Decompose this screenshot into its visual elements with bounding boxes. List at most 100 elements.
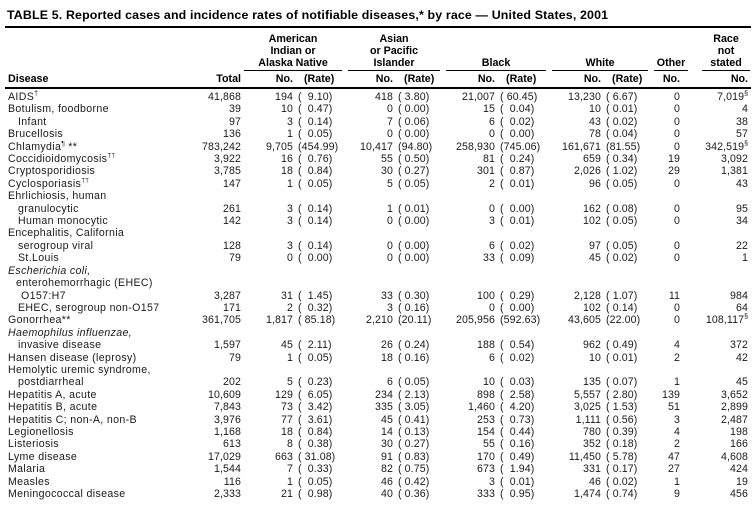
- column-header-black-rate: (Rate): [495, 71, 550, 89]
- api-rate-cell: ( 0.50): [398, 153, 430, 166]
- api-rate-cell: [393, 265, 443, 277]
- spacer-total: [185, 31, 241, 71]
- disease-cell: Hepatitis B, acute: [5, 401, 185, 413]
- total-cell: 39: [229, 103, 241, 116]
- black-rate-cell: ( 0.95): [500, 488, 535, 500]
- aian-rate-cell: ( 0.14): [298, 115, 333, 128]
- api-no-cell: 0: [387, 252, 394, 265]
- white-rate-cell: ( 0.18): [606, 438, 638, 451]
- race-not-stated-no-cell: 1: [742, 252, 749, 265]
- other-no-cell: 3: [674, 413, 681, 426]
- other-no-cell: 0: [674, 128, 681, 141]
- white-rate-cell: ( 0.08): [606, 202, 638, 215]
- total-cell: 1,597: [213, 339, 241, 352]
- table-row: enterohemorrhagic (EHEC): [5, 277, 751, 289]
- api-no-cell: 82: [381, 463, 394, 476]
- api-no-cell: [345, 327, 393, 339]
- black-no-cell: [443, 190, 495, 202]
- total-cell: 3,976: [213, 413, 241, 426]
- race-not-stated-no-cell: [689, 227, 751, 239]
- total-cell: [185, 265, 241, 277]
- aian-no-cell: [241, 364, 293, 376]
- column-header-api-no: No.: [345, 71, 394, 89]
- api-no-cell: 40: [381, 488, 394, 500]
- aian-rate-cell: ( 3.42): [298, 401, 333, 414]
- white-rate-cell: ( 6.67): [606, 91, 638, 103]
- white-no-cell: 11,450: [568, 450, 602, 463]
- total-cell: 3,785: [213, 165, 241, 178]
- disease-cell: Legionellosis: [5, 426, 185, 438]
- aian-rate-cell: ( 0.76): [298, 153, 333, 166]
- other-no-cell: 29: [668, 165, 681, 178]
- other-no-cell: 0: [674, 115, 681, 128]
- disease-label: granulocytic: [18, 202, 79, 215]
- table-row: invasive disease 1,597 45 ( 2.11) 26 ( 0…: [5, 339, 751, 351]
- race-not-stated-no-cell: 166: [730, 438, 749, 451]
- api-no-cell: 6: [387, 376, 394, 389]
- aian-rate-cell: ( 0.32): [298, 301, 333, 314]
- black-rate-cell: ( 0.01): [500, 215, 535, 228]
- white-no-cell: [549, 327, 601, 339]
- disease-cell: enterohemorrhagic (EHEC): [5, 277, 185, 289]
- black-rate-cell: [495, 190, 549, 202]
- black-no-cell: 253: [477, 413, 496, 426]
- black-rate-cell: ( 0.00): [500, 202, 535, 215]
- black-rate-cell: [495, 364, 549, 376]
- total-cell: 79: [229, 351, 241, 364]
- column-header-race-not-stated-no: No.: [689, 71, 752, 89]
- api-rate-cell: ( 0.27): [398, 438, 430, 451]
- table-body: AIDS† 41,868 194 ( 9.10) 418 ( 3.80) 21,…: [5, 88, 751, 500]
- other-no-cell: 0: [674, 140, 681, 153]
- black-rate-cell: (745.06): [500, 140, 541, 153]
- white-no-cell: 1,111: [575, 413, 602, 426]
- table-row: EHEC, serogroup non-O157 171 2 ( 0.32) 3…: [5, 302, 751, 314]
- api-no-cell: 45: [381, 413, 394, 426]
- black-rate-cell: ( 0.00): [500, 128, 535, 141]
- white-rate-cell: ( 0.17): [606, 463, 638, 476]
- column-header-white-rate: (Rate): [601, 71, 652, 89]
- aian-no-cell: 10: [281, 103, 293, 116]
- disease-label: Malaria: [8, 463, 46, 476]
- disease-cell: AIDS†: [5, 88, 185, 103]
- white-no-cell: 161,671: [562, 140, 602, 153]
- total-cell: [185, 227, 241, 239]
- disease-label: EHEC, serogroup non-O157: [18, 301, 160, 314]
- black-no-cell: 258,930: [456, 140, 496, 153]
- disease-label: Encephalitis, California: [8, 227, 125, 240]
- other-no-cell: [651, 227, 689, 239]
- black-rate-cell: (592.63): [500, 314, 541, 327]
- white-no-cell: [549, 227, 601, 239]
- api-rate-cell: ( 3.80): [398, 91, 430, 103]
- table-row: serogroup viral 128 3 ( 0.14) 0 ( 0.00) …: [5, 240, 751, 252]
- disease-label: Ehrlichiosis, human: [8, 190, 107, 203]
- black-no-cell: 188: [477, 339, 496, 352]
- white-rate-cell: [601, 190, 651, 202]
- table-title: TABLE 5. Reported cases and incidence ra…: [5, 6, 751, 28]
- group-label-line: American: [268, 33, 318, 45]
- disease-label: Chlamydia¶ **: [8, 140, 78, 153]
- column-group-race-not-stated: Race not stated: [689, 31, 751, 71]
- table-row: postdiarrheal 202 5 ( 0.23) 6 ( 0.05) 10…: [5, 376, 751, 388]
- api-rate-cell: ( 0.16): [398, 351, 430, 364]
- api-rate-cell: ( 0.00): [398, 103, 430, 116]
- disease-label: St.Louis: [18, 252, 60, 265]
- white-rate-cell: ( 0.01): [606, 351, 638, 364]
- aian-no-cell: 5: [287, 376, 293, 389]
- column-header-other-no: No.: [651, 71, 690, 89]
- disease-cell: Hemolytic uremic syndrome,: [5, 364, 185, 376]
- table-row: Hepatitis A, acute 10,609 129 ( 6.05) 23…: [5, 389, 751, 401]
- api-rate-cell: [393, 277, 443, 289]
- aian-no-cell: 0: [287, 252, 293, 265]
- black-no-cell: 0: [489, 128, 496, 141]
- api-rate-cell: [393, 190, 443, 202]
- api-rate-cell: ( 0.24): [398, 339, 430, 352]
- total-cell: 613: [223, 438, 241, 451]
- api-no-cell: 33: [381, 289, 394, 302]
- aian-no-cell: 77: [281, 413, 293, 426]
- api-no-cell: 0: [387, 128, 394, 141]
- race-not-stated-no-cell: 342,519§: [705, 140, 749, 153]
- table-row: Brucellosis 136 1 ( 0.05) 0 ( 0.00) 0 ( …: [5, 128, 751, 140]
- disease-cell: Listeriosis: [5, 438, 185, 450]
- api-no-cell: 0: [387, 215, 394, 228]
- total-cell: 97: [229, 115, 241, 128]
